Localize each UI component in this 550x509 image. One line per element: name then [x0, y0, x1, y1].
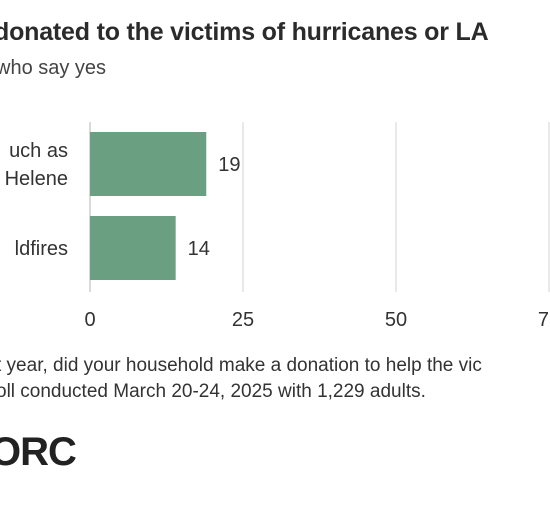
chart-title: donated to the victims of hurricanes or …	[0, 18, 489, 46]
category-label: Helene	[5, 168, 68, 190]
logo: ORC	[0, 430, 77, 474]
category-label: uch as	[9, 140, 68, 162]
x-tick-label: 75	[538, 309, 550, 331]
x-tick-label: 25	[232, 309, 254, 331]
chart-subtitle: who say yes	[0, 57, 107, 79]
bar	[90, 216, 176, 280]
x-tick-label: 50	[385, 309, 407, 331]
bar-value-label: 14	[188, 238, 210, 260]
footnote-methodology: oll conducted March 20-24, 2025 with 1,2…	[0, 381, 426, 402]
footnote-question: t year, did your household make a donati…	[0, 355, 482, 376]
bar-value-label: 19	[218, 154, 240, 176]
category-labels: uch as Helene ldfires	[5, 140, 68, 260]
category-label: ldfires	[15, 238, 68, 260]
x-tick-label: 0	[84, 309, 95, 331]
bars	[90, 132, 207, 280]
bar	[90, 132, 207, 196]
x-axis-tick-labels: 0 25 50 75	[84, 309, 550, 331]
